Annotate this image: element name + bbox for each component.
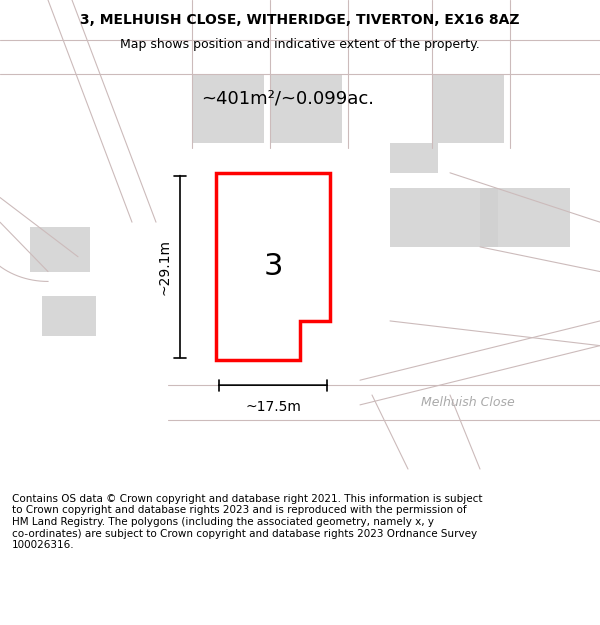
Bar [390,188,498,247]
Text: 3, MELHUISH CLOSE, WITHERIDGE, TIVERTON, EX16 8AZ: 3, MELHUISH CLOSE, WITHERIDGE, TIVERTON,… [80,12,520,27]
Text: ~29.1m: ~29.1m [157,239,171,294]
Text: Melhuish Close: Melhuish Close [421,396,515,409]
Bar [432,74,504,143]
Text: Contains OS data © Crown copyright and database right 2021. This information is : Contains OS data © Crown copyright and d… [12,494,482,550]
Bar [270,74,342,143]
Text: ~17.5m: ~17.5m [245,400,301,414]
Text: ~401m²/~0.099ac.: ~401m²/~0.099ac. [202,90,374,108]
Bar [192,74,264,143]
Bar [30,227,90,271]
Text: Map shows position and indicative extent of the property.: Map shows position and indicative extent… [120,38,480,51]
Bar [480,188,570,247]
Text: 3: 3 [263,252,283,281]
Polygon shape [216,173,330,361]
Bar [390,143,438,172]
Bar [42,296,96,336]
